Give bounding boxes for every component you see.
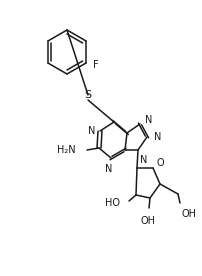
Text: N: N <box>139 155 147 165</box>
Text: OH: OH <box>181 209 196 219</box>
Text: N: N <box>153 132 161 142</box>
Text: HO: HO <box>104 198 119 208</box>
Text: N: N <box>144 115 152 125</box>
Text: OH: OH <box>140 216 155 226</box>
Text: H₂N: H₂N <box>57 145 76 155</box>
Text: S: S <box>84 90 91 100</box>
Text: F: F <box>93 60 98 70</box>
Text: N: N <box>87 126 95 136</box>
Text: O: O <box>156 158 164 168</box>
Text: N: N <box>105 164 112 174</box>
